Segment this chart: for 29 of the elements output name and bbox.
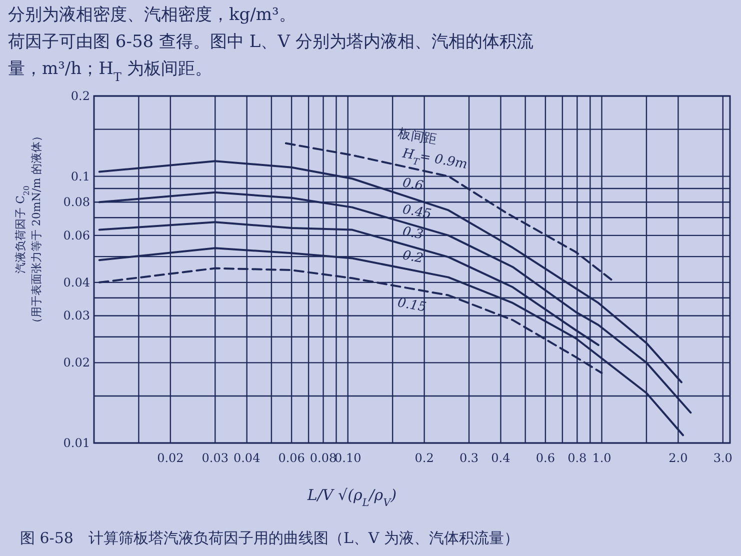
x-axis-title: L/V √(ρ$_{L}$/ρ$_{V}$) (306, 486, 397, 509)
x-tick-label: 0.3 (459, 451, 479, 465)
text: 荷因子可由图 6-58 查得。图中 L、V 分别为塔内液相、汽相的体积流 (8, 32, 534, 52)
y-tick-label: 0.06 (63, 228, 90, 242)
text: 分别为液相密度、汽相密度，kg/m³。 (8, 5, 296, 25)
y-tick-label: 0.08 (63, 195, 90, 210)
y-tick-label: 0.01 (63, 436, 90, 450)
text: 0.45 (401, 202, 432, 222)
y-tick-label: 0.02 (63, 356, 90, 370)
y-tick-label: 0.03 (63, 308, 90, 323)
y-tick-label: 0.04 (63, 275, 90, 290)
y-tick-label: 0.1 (70, 169, 90, 184)
x-tick-label: 0.08 (310, 451, 337, 465)
x-tick-label: 3.0 (713, 451, 732, 465)
x-tick-label: 1.0 (592, 451, 612, 465)
text: 量，m³/h；H$_{T}$ 为板间距。 (8, 59, 212, 84)
x-tick-label: 0.02 (157, 451, 184, 465)
x-tick-label: 0.04 (233, 451, 261, 465)
x-tick-label: 0.8 (568, 451, 587, 465)
text: 图 6-58 计算筛板塔汽液负荷因子用的曲线图（L、V 为液、汽体积流量） (20, 529, 520, 547)
x-tick-label: 0.6 (536, 451, 555, 465)
x-tick-label: 0.06 (278, 451, 305, 465)
x-tick-label: 0.4 (491, 451, 511, 465)
x-tick-label: 2.0 (668, 451, 688, 465)
x-tick-label: 0.03 (202, 451, 228, 465)
x-tick-label: 0.2 (414, 451, 434, 465)
x-tick-label: 0.10 (334, 451, 362, 465)
legend-title: 板间距 (396, 126, 438, 148)
y-tick-label: 0.2 (70, 89, 90, 103)
